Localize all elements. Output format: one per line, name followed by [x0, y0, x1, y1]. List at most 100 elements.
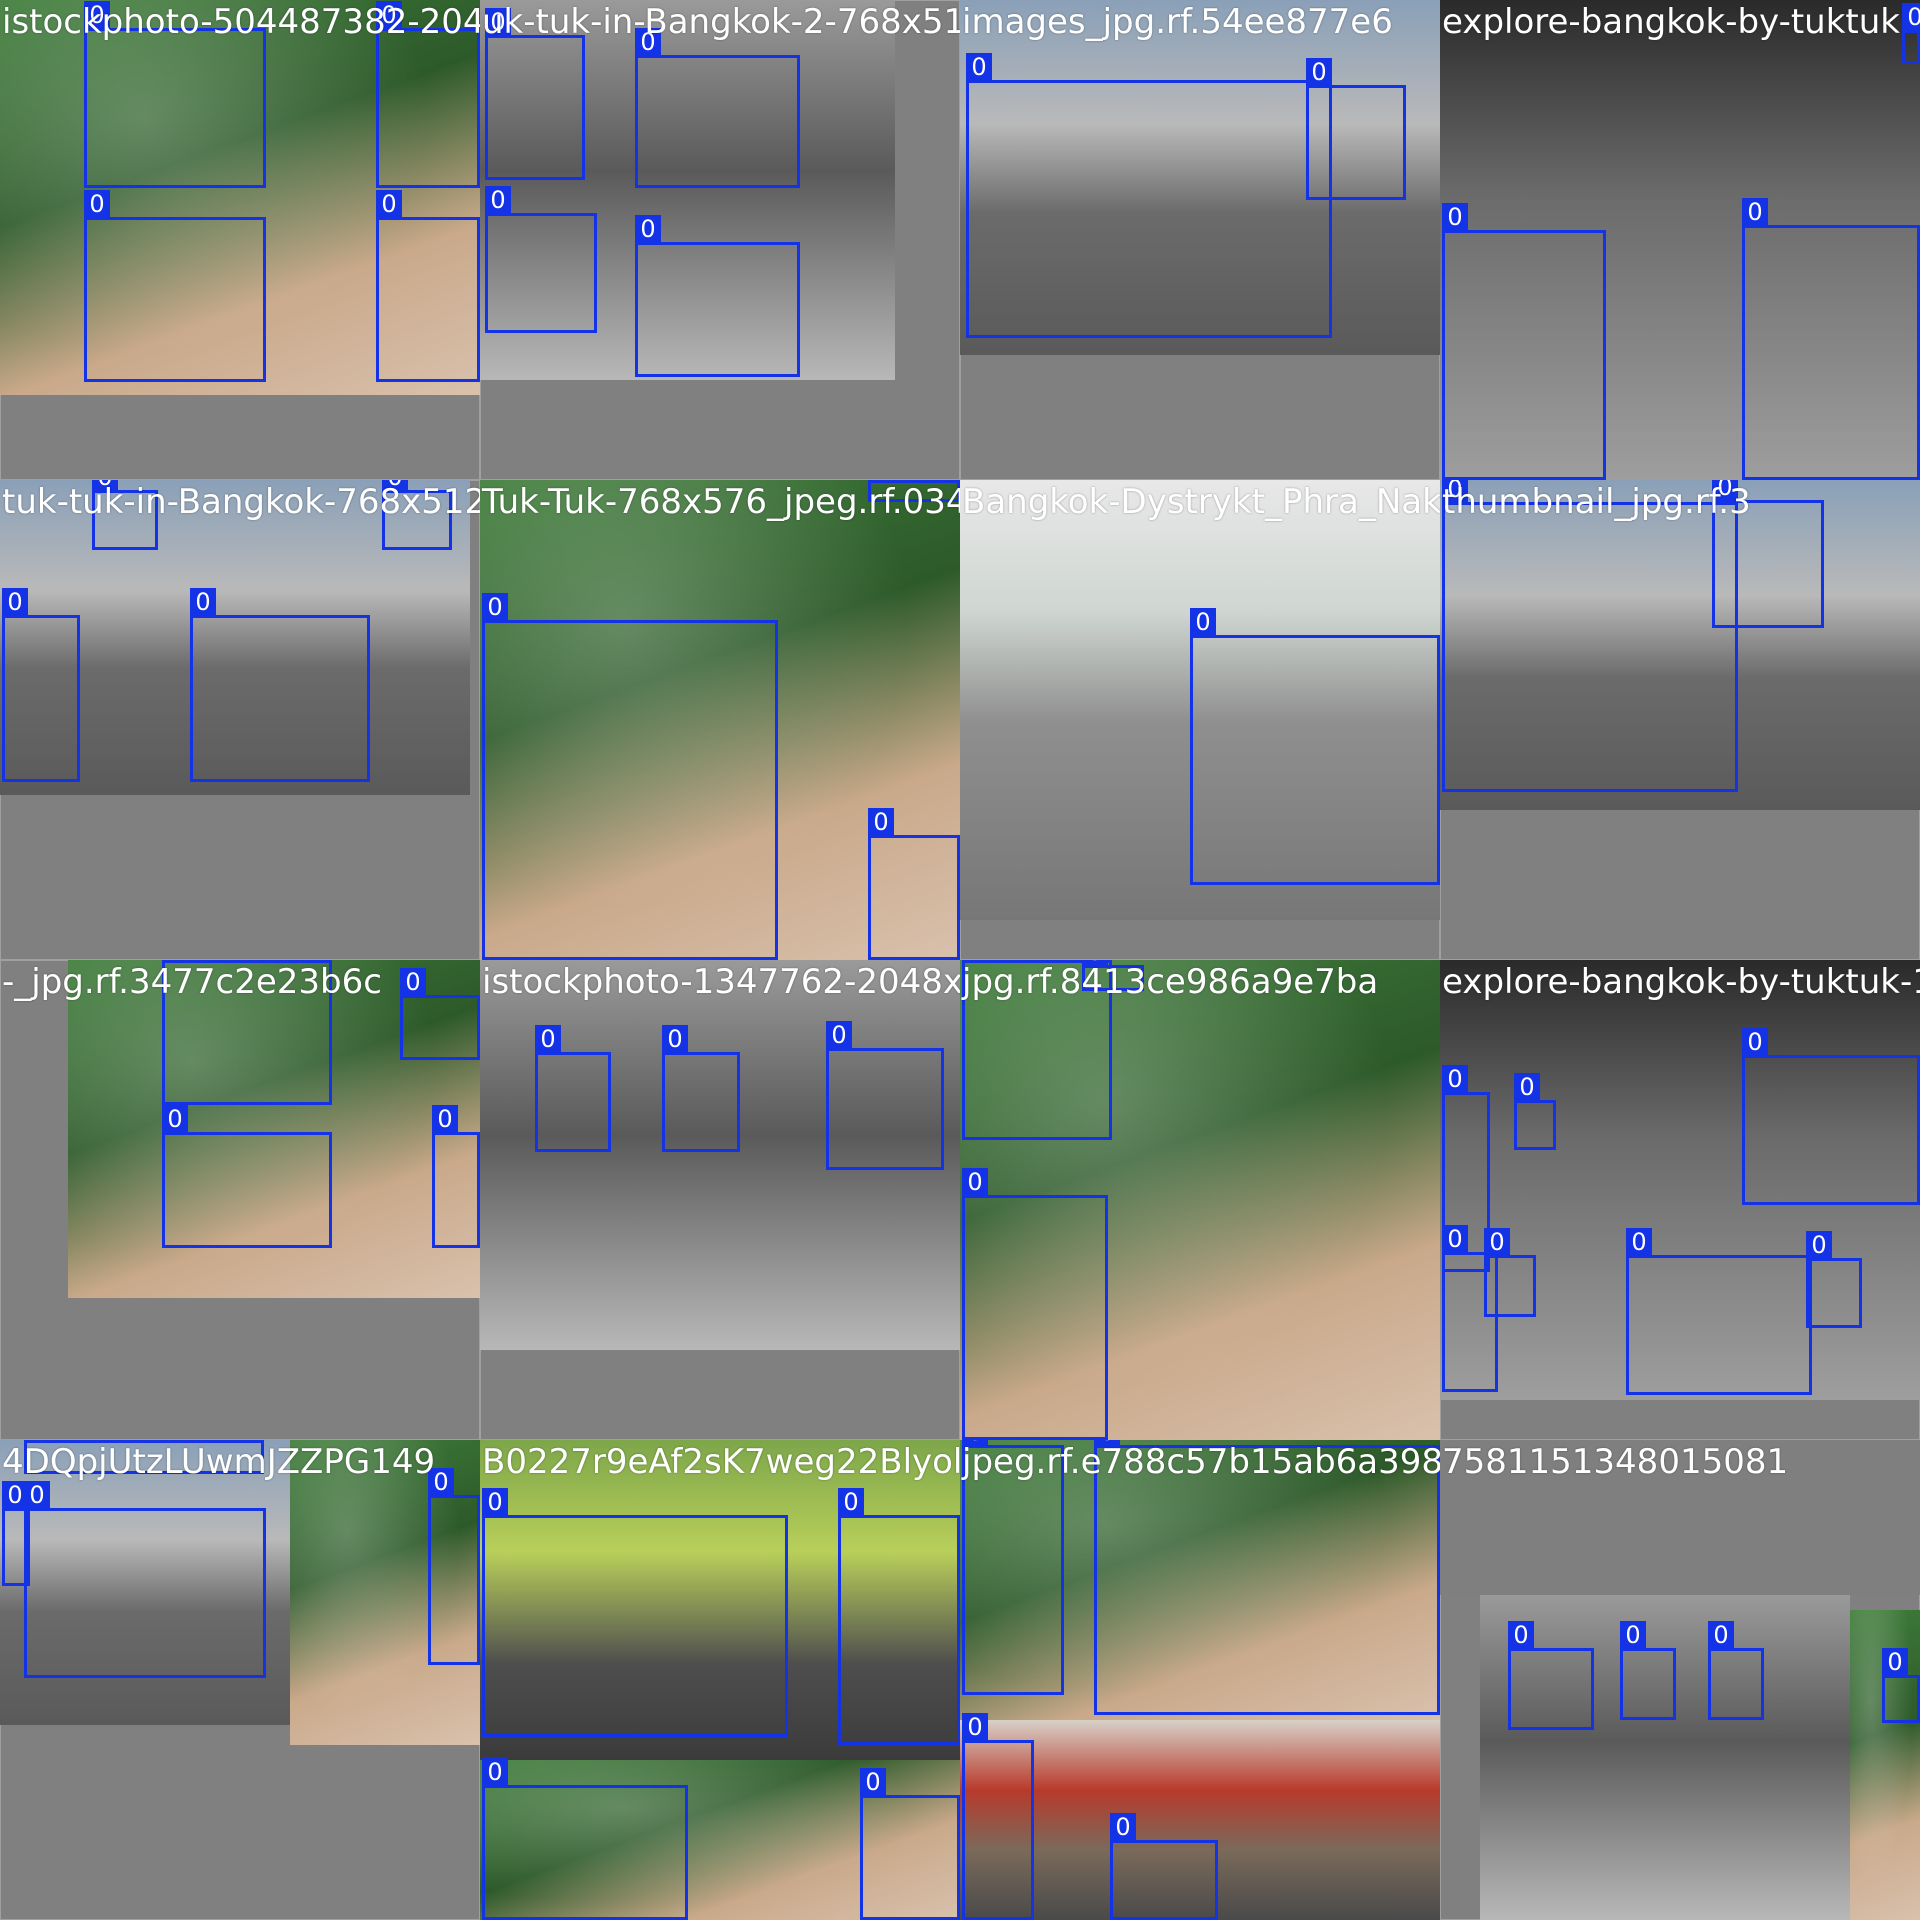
- detection-box: 0: [482, 1488, 788, 1737]
- class-label: 0: [24, 1481, 50, 1509]
- mosaic-tile: 0 0 0 istockphoto-1347762-2048x2048_jpg.…: [480, 960, 960, 1440]
- class-label: 0: [190, 588, 216, 616]
- detection-box: 0: [428, 1468, 480, 1665]
- detection-box: 0: [1626, 1228, 1812, 1395]
- class-label: 0: [376, 1, 402, 29]
- detection-box: 0: [962, 1440, 1064, 1695]
- image-filename: tuk-tuk-in-Bangkok-768x512_jpg.rf: [2, 482, 480, 522]
- detection-box: 0: [1742, 198, 1920, 480]
- class-label: 0: [868, 808, 894, 836]
- class-label: 0: [400, 968, 426, 996]
- detection-box: 0: [24, 1440, 264, 1474]
- image-filename: uk-tuk-in-Bangkok-2-768x51: [482, 2, 960, 42]
- class-label: 0: [1442, 480, 1468, 503]
- tile-photo: [68, 960, 480, 1298]
- detection-box: 0: [868, 480, 960, 502]
- tile-photo: [960, 1440, 1440, 1720]
- detection-box: 0: [485, 8, 585, 180]
- mosaic-tile: 0 0 0 explore-bangkok-by-tuktuk: [1440, 0, 1920, 480]
- class-label: 0: [1882, 1648, 1908, 1676]
- detection-box: 0: [92, 480, 158, 550]
- class-label: 0: [1620, 1621, 1646, 1649]
- detection-box: 0: [190, 588, 370, 782]
- image-filename: 4DQpjUtzLUwmJZZPG149: [2, 1442, 436, 1482]
- detection-box: 0: [482, 1758, 688, 1920]
- detection-box: 0: [1190, 608, 1440, 885]
- class-label: 0: [962, 960, 988, 961]
- class-label: 0: [84, 190, 110, 218]
- image-filename: explore-bangkok-by-tuktuk: [1442, 2, 1900, 42]
- class-label: 0: [482, 1488, 508, 1516]
- class-label: 0: [1484, 1228, 1510, 1256]
- class-label: 0: [382, 480, 408, 491]
- class-label: 0: [1626, 1228, 1652, 1256]
- tile-photo: [960, 0, 1440, 355]
- detection-box: 0: [1442, 480, 1738, 792]
- class-label: 0: [1442, 203, 1468, 231]
- tile-photo: [480, 0, 895, 380]
- class-label: 0: [838, 1488, 864, 1516]
- mosaic-tile: 0 0 0 0 uk-tuk-in-Bangkok-2-768x51: [480, 0, 960, 480]
- detection-box: 0: [1442, 203, 1606, 480]
- detection-box: 0: [1806, 1231, 1862, 1328]
- detection-box: 0: [382, 480, 452, 550]
- class-label: 0: [1190, 608, 1216, 636]
- detection-box: 0: [84, 1, 266, 188]
- detection-box: 0: [376, 1, 480, 188]
- detection-box: 0: [1514, 1073, 1556, 1150]
- class-label: 0: [1712, 480, 1738, 501]
- class-label: 0: [24, 1440, 50, 1441]
- detection-box: 0: [635, 215, 800, 377]
- detection-box: 0: [432, 1105, 480, 1248]
- class-label: 0: [485, 8, 511, 36]
- mosaic-tile: 0 0 0 jpg.rf.8413ce986a9e7ba: [960, 960, 1440, 1440]
- image-filename: jpg.rf.8413ce986a9e7ba: [962, 962, 1379, 1002]
- image-filename: Bangkok-Dystrykt_Phra_Nakhon: [962, 482, 1440, 522]
- mosaic-tile: 0 0 thumbnail_jpg.rf.3: [1440, 480, 1920, 960]
- image-filename: istockphoto-504487382-2048x2048_jpg.rf.0: [2, 2, 480, 42]
- class-label: 0: [92, 480, 118, 491]
- image-filename: Tuk-Tuk-768x576_jpeg.rf.0342: [482, 482, 960, 522]
- detection-box: 0: [662, 1025, 740, 1152]
- class-label: 0: [162, 960, 188, 961]
- detection-box: 0: [162, 1105, 332, 1248]
- class-label: 0: [635, 28, 661, 56]
- class-label: 0: [1508, 1621, 1534, 1649]
- detection-box: 0: [1508, 1621, 1594, 1730]
- tile-photo: [1480, 1595, 1850, 1920]
- class-label: 0: [962, 1440, 988, 1446]
- image-filename: images_jpg.rf.54ee877e6: [962, 2, 1393, 42]
- mosaic-tile: 0 0 0 0 -_jpg.rf.3477c2e23b6c: [0, 960, 480, 1440]
- class-label: 0: [1742, 198, 1768, 226]
- class-label: 0: [1306, 58, 1332, 86]
- mosaic-tile: 0 0 0 Tuk-Tuk-768x576_jpeg.rf.0342: [480, 480, 960, 960]
- detection-box: 0: [1442, 1065, 1490, 1272]
- class-label: 0: [432, 1105, 458, 1133]
- class-label: 0: [962, 1713, 988, 1741]
- detection-box: 0: [400, 968, 480, 1060]
- class-label: 0: [1902, 3, 1920, 31]
- detection-box: 0: [1110, 1813, 1218, 1920]
- mosaic-tile: 0 0 0 0 istockphoto-504487382-2048x2048_…: [0, 0, 480, 480]
- tile-photo: [960, 480, 1440, 920]
- detection-box: 0: [24, 1481, 266, 1678]
- class-label: 0: [966, 53, 992, 81]
- class-label: 0: [826, 1021, 852, 1049]
- image-filename: -_jpg.rf.3477c2e23b6c: [2, 962, 382, 1002]
- detection-box: 0: [1484, 1228, 1536, 1317]
- detection-box: 0: [1712, 480, 1824, 628]
- class-label: 0: [482, 593, 508, 621]
- detection-box: 0: [162, 960, 332, 1105]
- class-label: 0: [1110, 1813, 1136, 1841]
- image-filename: jpeg.rf.e788c57b15ab6a3985: [962, 1442, 1440, 1482]
- image-filename: explore-bangkok-by-tuktuk-1: [1442, 962, 1920, 1002]
- detection-box: 0: [84, 190, 266, 382]
- image-filename: 7581151348015081: [1442, 1442, 1789, 1482]
- class-label: 0: [868, 480, 894, 481]
- detection-box: 0: [1620, 1621, 1676, 1720]
- tile-photo: [480, 480, 960, 960]
- detection-box: 0: [962, 1168, 1108, 1440]
- image-filename: B0227r9eAf2sK7weg22Blyoll+_jpg: [482, 1442, 960, 1482]
- mosaic-tile: 0 0 0 0 7581151348015081: [1440, 1440, 1920, 1920]
- detection-box: 0: [1902, 3, 1920, 64]
